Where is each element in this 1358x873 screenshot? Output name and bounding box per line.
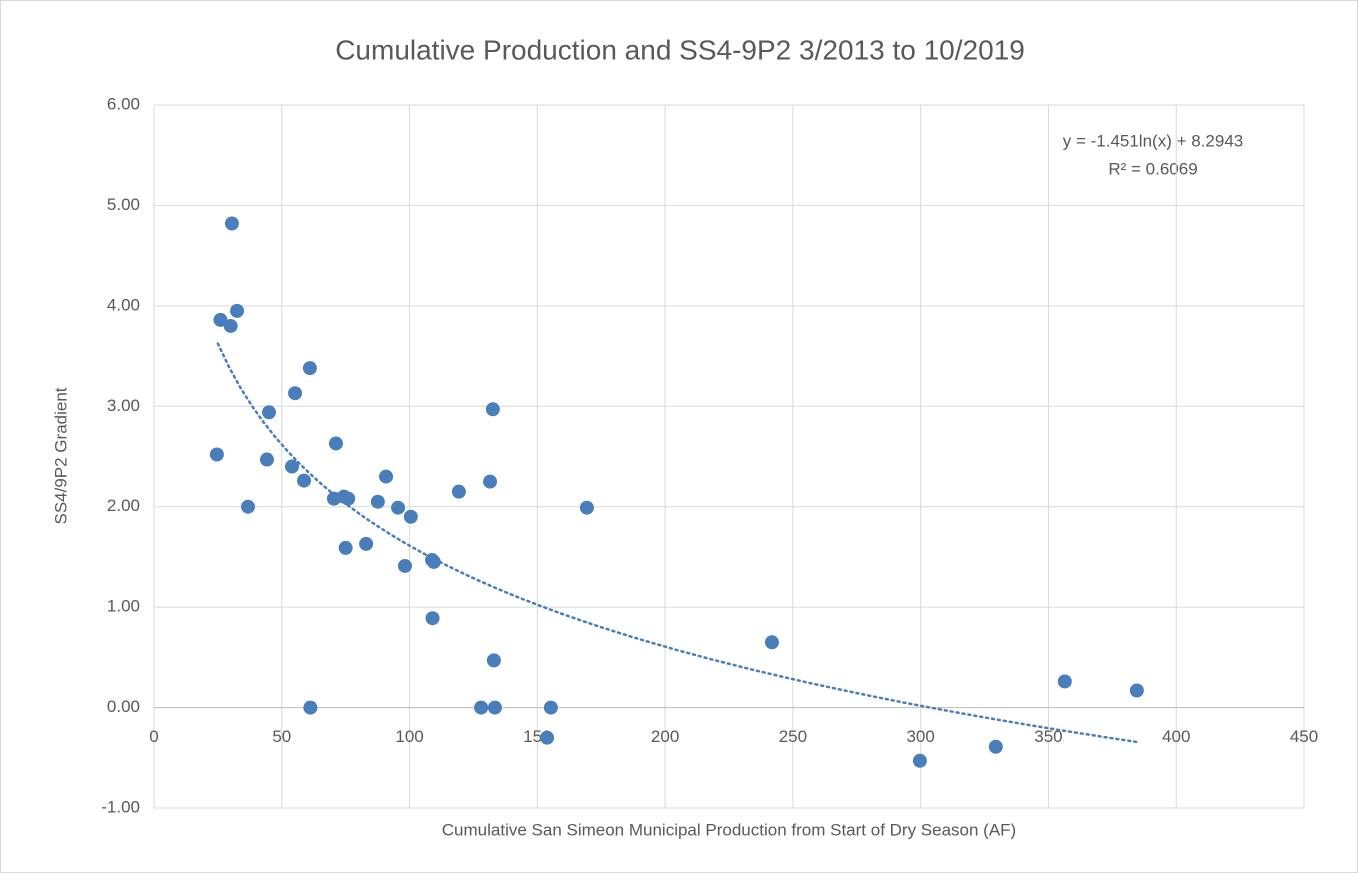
data-point <box>297 473 312 488</box>
data-point <box>486 653 501 668</box>
chart-title: Cumulative Production and SS4-9P2 3/2013… <box>335 34 1025 65</box>
data-point <box>328 436 343 451</box>
data-point <box>912 753 927 768</box>
data-point <box>579 500 594 515</box>
data-point <box>1129 683 1144 698</box>
data-point <box>241 499 256 514</box>
data-point <box>426 554 441 569</box>
data-point <box>338 540 353 555</box>
data-point <box>213 312 228 327</box>
data-point <box>223 318 238 333</box>
data-point <box>341 491 356 506</box>
x-tick-label: 350 <box>1034 727 1062 746</box>
trendline <box>216 342 1140 744</box>
y-tick-label: 4.00 <box>107 295 140 314</box>
y-tick-label: 0.00 <box>107 697 140 716</box>
data-point <box>474 700 489 715</box>
data-point <box>391 500 406 515</box>
data-point <box>483 474 498 489</box>
data-point <box>451 484 466 499</box>
data-point <box>397 558 412 573</box>
x-axis-title: Cumulative San Simeon Municipal Producti… <box>442 820 1016 839</box>
x-tick-label: 200 <box>651 727 679 746</box>
data-point <box>262 405 276 420</box>
data-point <box>370 494 385 509</box>
data-point <box>403 509 418 524</box>
data-point <box>764 635 779 650</box>
x-tick-label: 300 <box>906 727 934 746</box>
x-tick-label: 450 <box>1290 727 1318 746</box>
data-point <box>487 700 502 715</box>
x-tick-label: 50 <box>272 727 291 746</box>
data-point <box>1057 674 1072 689</box>
y-tick-label: -1.00 <box>101 797 140 816</box>
trendline-equation: y = -1.451ln(x) + 8.2943 <box>1063 131 1244 150</box>
x-tick-label: 250 <box>779 727 807 746</box>
y-tick-label: 5.00 <box>107 195 140 214</box>
y-tick-label: 2.00 <box>107 496 140 515</box>
x-tick-label: 0 <box>149 727 158 746</box>
data-point <box>209 447 224 462</box>
data-point <box>988 739 1003 754</box>
y-tick-label: 1.00 <box>107 597 140 616</box>
data-point <box>288 386 303 401</box>
data-point <box>230 303 245 318</box>
data-point <box>540 730 555 745</box>
data-point <box>302 361 317 376</box>
data-point <box>379 469 394 484</box>
data-point <box>543 700 558 715</box>
x-tick-label: 400 <box>1162 727 1190 746</box>
trendline-r2: R² = 0.6069 <box>1108 159 1197 178</box>
x-tick-label: 100 <box>395 727 423 746</box>
data-point <box>425 611 440 626</box>
y-tick-label: 6.00 <box>107 94 140 113</box>
data-point <box>485 402 500 417</box>
y-axis-title: SS4/9P2 Gradient <box>51 387 70 524</box>
data-point <box>303 700 318 715</box>
data-point <box>359 536 374 551</box>
data-point <box>285 459 299 474</box>
data-point <box>259 452 274 467</box>
data-point <box>224 216 239 231</box>
y-tick-label: 3.00 <box>107 396 140 415</box>
